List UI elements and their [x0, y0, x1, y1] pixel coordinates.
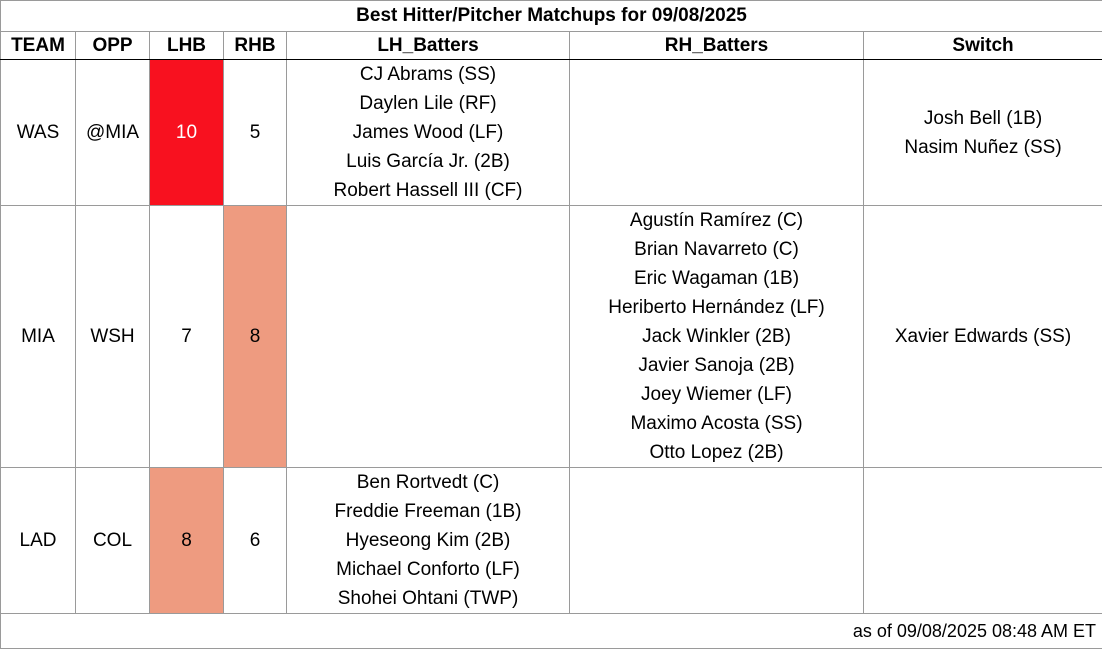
opp-cell: WSH [76, 206, 150, 468]
header-opp: OPP [76, 32, 150, 60]
player-name: Eric Wagaman (1B) [570, 264, 863, 293]
rh-batters-cell: Agustín Ramírez (C) Brian Navarreto (C) … [570, 206, 864, 468]
lhb-cell: 10 [150, 60, 224, 206]
header-row: TEAM OPP LHB RHB LH_Batters RH_Batters S… [1, 32, 1102, 60]
header-team: TEAM [1, 32, 76, 60]
table-row: MIA WSH 7 8 Agustín Ramírez (C) Brian Na… [1, 206, 1102, 468]
table-title: Best Hitter/Pitcher Matchups for 09/08/2… [1, 1, 1102, 32]
player-name: Ben Rortvedt (C) [287, 468, 569, 497]
player-name: Heriberto Hernández (LF) [570, 293, 863, 322]
team-cell: LAD [1, 468, 76, 614]
header-switch: Switch [864, 32, 1102, 60]
player-name: Hyeseong Kim (2B) [287, 526, 569, 555]
player-name: Shohei Ohtani (TWP) [287, 584, 569, 613]
switch-cell: Xavier Edwards (SS) [864, 206, 1102, 468]
header-rh-batters: RH_Batters [570, 32, 864, 60]
player-name: James Wood (LF) [287, 118, 569, 147]
switch-cell [864, 468, 1102, 614]
player-name: CJ Abrams (SS) [287, 60, 569, 89]
player-name: Xavier Edwards (SS) [864, 322, 1102, 351]
player-name: Nasim Nuñez (SS) [864, 133, 1102, 162]
opp-cell: COL [76, 468, 150, 614]
opp-cell: @MIA [76, 60, 150, 206]
rhb-cell: 5 [224, 60, 287, 206]
lhb-cell: 8 [150, 468, 224, 614]
team-cell: MIA [1, 206, 76, 468]
table-row: LAD COL 8 6 Ben Rortvedt (C) Freddie Fre… [1, 468, 1102, 614]
player-name: Freddie Freeman (1B) [287, 497, 569, 526]
lh-batters-cell [287, 206, 570, 468]
player-name: Jack Winkler (2B) [570, 322, 863, 351]
switch-cell: Josh Bell (1B) Nasim Nuñez (SS) [864, 60, 1102, 206]
player-name: Joey Wiemer (LF) [570, 380, 863, 409]
player-name: Josh Bell (1B) [864, 104, 1102, 133]
lhb-cell: 7 [150, 206, 224, 468]
player-name: Michael Conforto (LF) [287, 555, 569, 584]
player-name: Luis García Jr. (2B) [287, 147, 569, 176]
header-lh-batters: LH_Batters [287, 32, 570, 60]
timestamp-footer: as of 09/08/2025 08:48 AM ET [1, 614, 1102, 649]
rhb-cell: 6 [224, 468, 287, 614]
header-lhb: LHB [150, 32, 224, 60]
player-name: Daylen Lile (RF) [287, 89, 569, 118]
player-name: Robert Hassell III (CF) [287, 176, 569, 205]
lh-batters-cell: CJ Abrams (SS) Daylen Lile (RF) James Wo… [287, 60, 570, 206]
player-name: Agustín Ramírez (C) [570, 206, 863, 235]
player-name: Otto Lopez (2B) [570, 438, 863, 467]
player-name: Brian Navarreto (C) [570, 235, 863, 264]
team-cell: WAS [1, 60, 76, 206]
lh-batters-cell: Ben Rortvedt (C) Freddie Freeman (1B) Hy… [287, 468, 570, 614]
player-name: Maximo Acosta (SS) [570, 409, 863, 438]
rh-batters-cell [570, 60, 864, 206]
table-row: WAS @MIA 10 5 CJ Abrams (SS) Daylen Lile… [1, 60, 1102, 206]
player-name: Javier Sanoja (2B) [570, 351, 863, 380]
header-rhb: RHB [224, 32, 287, 60]
rh-batters-cell [570, 468, 864, 614]
rhb-cell: 8 [224, 206, 287, 468]
